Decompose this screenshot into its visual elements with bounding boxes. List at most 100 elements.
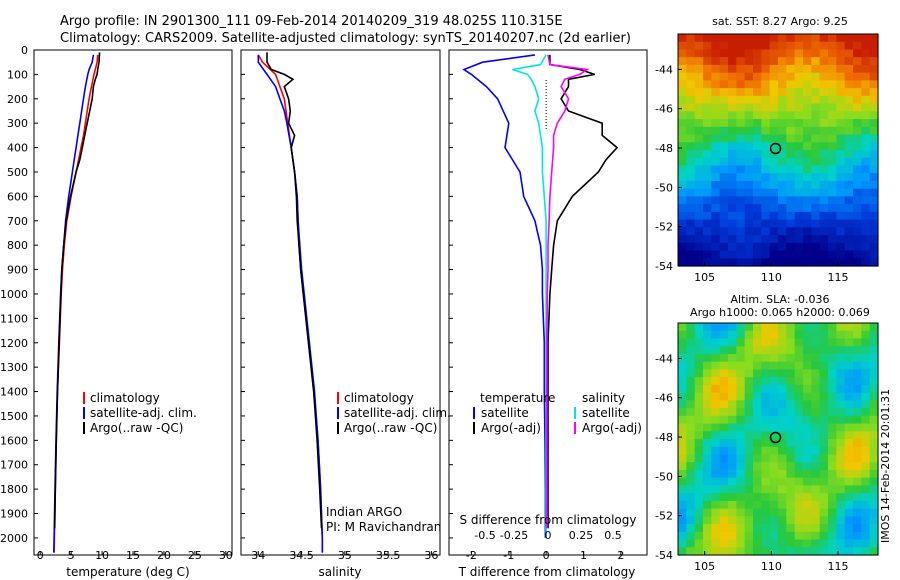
map-cell: [719, 119, 729, 128]
map-cell: [861, 384, 871, 394]
map-cell: [828, 330, 837, 340]
map-cell: [861, 524, 871, 533]
map-cell: [836, 531, 846, 541]
map-cell: [836, 547, 846, 556]
map-cell: [811, 111, 821, 120]
map-cell: [786, 196, 796, 205]
map-cell: [844, 88, 854, 97]
map-cell: [736, 57, 746, 66]
map-cell: [778, 439, 787, 448]
map-cell: [853, 439, 862, 448]
map-cell: [819, 431, 829, 440]
map-cell: [786, 103, 796, 112]
map-cell: [728, 57, 737, 66]
s-difference-tick-label: -0.5: [474, 529, 495, 542]
map-cell: [694, 477, 704, 486]
map-cell: [711, 446, 721, 456]
map-cell: [753, 400, 762, 409]
map-cell: [711, 469, 721, 479]
map-cell: [753, 119, 762, 128]
map-cell: [728, 134, 737, 143]
map-cell: [769, 242, 779, 252]
map-cell: [719, 142, 729, 151]
map-cell: [719, 469, 729, 479]
map-cell: [761, 64, 771, 74]
map-cell: [703, 196, 712, 205]
map-cell: [736, 64, 746, 74]
map-cell: [769, 196, 779, 205]
map-cell: [703, 72, 712, 81]
map-cell: [794, 173, 804, 182]
map-cell: [786, 180, 796, 190]
map-cell: [844, 150, 854, 159]
map-cell: [803, 250, 812, 259]
x-tick-label: 0: [37, 549, 44, 562]
map-cell: [794, 250, 804, 259]
map-cell: [819, 346, 829, 355]
map-cell: [786, 80, 796, 89]
map-cell: [753, 346, 762, 355]
map-cell: [686, 353, 696, 363]
map-cell: [753, 72, 762, 81]
map-cell: [703, 103, 712, 112]
map-cell: [678, 235, 687, 244]
map-cell: [861, 41, 871, 51]
map-cell: [694, 103, 704, 112]
map-cell: [761, 41, 771, 51]
map-cell: [694, 72, 704, 81]
map-cell: [744, 49, 754, 58]
map-cell: [728, 547, 737, 556]
map-cell: [711, 508, 721, 517]
map-cell: [769, 338, 779, 347]
map-cell: [811, 80, 821, 89]
map-cell: [811, 353, 821, 363]
map-cell: [844, 235, 854, 244]
map-cell: [819, 165, 829, 174]
map-cell: [828, 547, 837, 556]
map-cell: [844, 539, 854, 548]
map-cell: [853, 150, 862, 159]
map-cell: [811, 173, 821, 182]
map-cell: [678, 323, 687, 332]
map-cell: [744, 400, 754, 409]
map-cell: [719, 219, 729, 228]
map-cell: [703, 524, 712, 533]
map-cell: [844, 111, 854, 120]
map-cell: [803, 165, 812, 174]
map-cell: [778, 95, 787, 105]
map-cell: [744, 547, 754, 556]
map-cell: [803, 392, 812, 401]
map-cell: [869, 338, 879, 347]
map-cell: [703, 493, 712, 502]
map-cell: [819, 369, 829, 378]
map-cell: [744, 516, 754, 525]
map-cell: [769, 384, 779, 394]
map-cell: [678, 142, 687, 151]
map-cell: [803, 173, 812, 182]
map-cell: [836, 188, 846, 197]
map-cell: [744, 142, 754, 151]
map-cell: [694, 64, 704, 74]
map-cell: [719, 49, 729, 58]
map-cell: [711, 408, 721, 417]
map-cell: [836, 173, 846, 182]
map-cell: [786, 49, 796, 58]
map-cell: [869, 446, 879, 456]
map-cell: [853, 485, 862, 494]
map-cell: [811, 235, 821, 244]
map-cell: [828, 34, 837, 43]
map-cell: [678, 72, 687, 81]
map-cell: [694, 462, 704, 471]
map-cell: [719, 134, 729, 143]
map-cell: [686, 439, 696, 448]
map-cell: [711, 34, 721, 43]
map-cell: [736, 423, 746, 432]
map-cell: [736, 196, 746, 205]
map-cell: [869, 369, 879, 378]
map-cell: [736, 103, 746, 112]
map-cell: [686, 173, 696, 182]
map-cell: [711, 415, 721, 425]
map-cell: [694, 531, 704, 541]
map-cell: [844, 493, 854, 502]
map-cell: [869, 57, 879, 66]
